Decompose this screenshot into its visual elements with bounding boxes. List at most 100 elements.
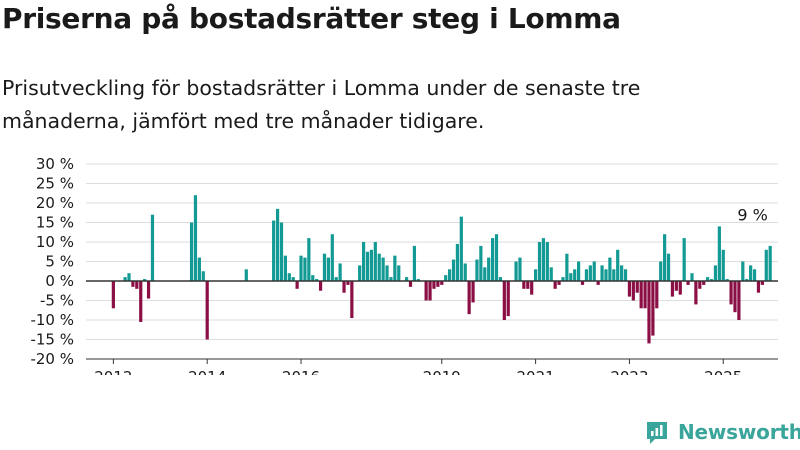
bar	[279, 222, 284, 281]
bar	[526, 281, 530, 289]
bar	[311, 275, 315, 281]
bar	[577, 261, 581, 281]
bar	[326, 257, 330, 281]
bar	[565, 253, 569, 281]
bar	[424, 281, 428, 301]
y-tick-label: 25 %	[36, 175, 74, 193]
bar	[295, 281, 299, 289]
bar	[647, 281, 651, 344]
bar	[494, 234, 499, 281]
x-tick-label: 2023	[610, 368, 648, 375]
bar	[428, 281, 432, 301]
bar	[600, 265, 604, 281]
bar	[451, 259, 456, 281]
y-tick-label: 15 %	[36, 214, 74, 232]
bar	[463, 263, 467, 281]
bar	[620, 265, 624, 281]
bar	[299, 255, 303, 281]
bar	[350, 281, 354, 319]
y-tick-label: 20 %	[36, 194, 74, 212]
bar	[303, 257, 307, 281]
bar	[490, 238, 495, 281]
bar	[522, 281, 526, 289]
bar	[655, 281, 659, 309]
bar	[404, 277, 409, 281]
bar	[702, 281, 706, 285]
bar	[361, 242, 366, 281]
bar	[365, 251, 370, 281]
bar	[643, 281, 647, 309]
bar	[573, 269, 577, 281]
bar	[377, 253, 381, 281]
bar	[272, 220, 276, 281]
bar	[205, 281, 209, 340]
bar	[725, 279, 729, 281]
bar	[537, 242, 542, 281]
bar	[557, 281, 561, 285]
bar	[733, 281, 737, 313]
bar	[436, 281, 440, 287]
x-tick-label: 2014	[188, 368, 226, 375]
bar	[397, 265, 401, 281]
bar	[291, 277, 295, 281]
bar	[447, 269, 452, 281]
bar	[322, 253, 327, 281]
bar	[749, 265, 753, 281]
bar	[604, 269, 608, 281]
bar	[330, 234, 334, 281]
bar	[713, 265, 718, 281]
brand-name: Newsworthy	[678, 420, 800, 444]
bar	[584, 269, 589, 281]
bar	[553, 281, 557, 289]
bar	[432, 281, 436, 289]
bar	[197, 257, 201, 281]
bar	[717, 226, 721, 281]
bar	[123, 277, 127, 281]
bar	[690, 273, 694, 281]
bar	[201, 271, 205, 281]
bar	[569, 273, 573, 281]
bar	[139, 281, 143, 322]
bar	[631, 281, 635, 301]
bar	[244, 269, 248, 281]
chart-subtitle: Prisutveckling för bostadsrätter i Lomma…	[2, 76, 641, 133]
bar	[580, 281, 585, 285]
bar	[729, 281, 733, 305]
bar	[674, 281, 678, 291]
bar	[143, 279, 147, 281]
bar	[768, 245, 772, 281]
bar	[135, 281, 139, 289]
bar	[111, 281, 115, 309]
bar	[459, 216, 463, 281]
bar	[440, 281, 444, 285]
bar	[334, 277, 338, 281]
x-tick-label: 2019	[423, 368, 461, 375]
bar	[627, 281, 632, 297]
bar	[389, 277, 393, 281]
bar	[342, 281, 346, 293]
bar	[588, 265, 592, 281]
bar	[358, 265, 362, 281]
bar	[127, 273, 131, 281]
latest-value-label: 9 %	[737, 206, 767, 225]
y-tick-label: -20 %	[30, 350, 74, 368]
bar	[498, 277, 503, 281]
bar	[592, 261, 596, 281]
bar	[635, 281, 639, 293]
bar	[623, 269, 628, 281]
bar	[412, 245, 417, 281]
bar	[483, 267, 487, 281]
bar	[709, 279, 714, 281]
bar	[721, 249, 725, 281]
bar	[741, 261, 745, 281]
bar	[131, 281, 135, 287]
bar	[670, 281, 675, 297]
x-tick-label: 2021	[517, 368, 555, 375]
bar	[541, 238, 546, 281]
bar	[752, 269, 757, 281]
bar	[455, 243, 460, 281]
bar	[514, 261, 518, 281]
bar	[193, 195, 198, 281]
bar	[150, 214, 155, 281]
bar	[318, 281, 323, 291]
